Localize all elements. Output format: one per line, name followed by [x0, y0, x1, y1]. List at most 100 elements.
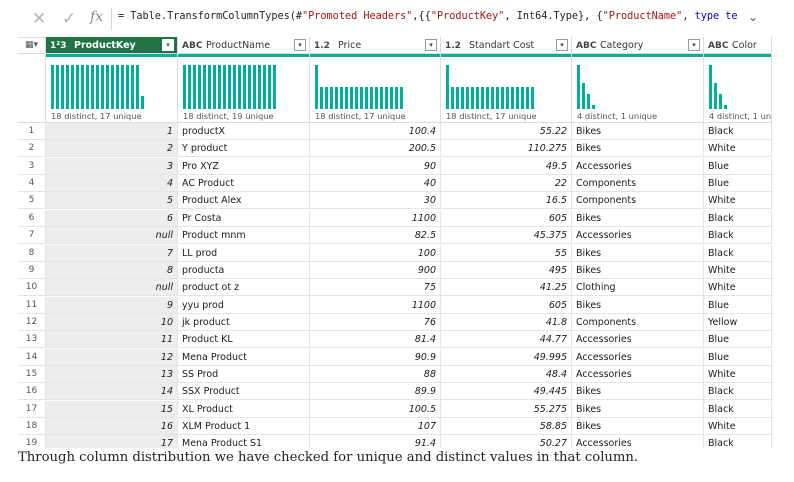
column-header-productname[interactable]: ABC ProductName ▾	[178, 37, 310, 54]
table-cell-key[interactable]: 4	[46, 175, 178, 193]
row-number[interactable]: 6	[18, 209, 46, 227]
table-cell-name[interactable]: LL prod	[178, 244, 310, 262]
row-number[interactable]: 5	[18, 192, 46, 210]
type-icon[interactable]: 1²3	[50, 41, 67, 51]
table-cell-name[interactable]: productX	[178, 123, 310, 140]
filter-dropdown-icon[interactable]: ▾	[294, 39, 306, 51]
table-cell-category[interactable]: Bikes	[572, 383, 704, 401]
table-cell-key[interactable]: 14	[46, 383, 178, 401]
table-cell-name[interactable]: Product mnm	[178, 227, 310, 245]
table-cell-name[interactable]: XL Product	[178, 400, 310, 418]
type-icon[interactable]: ABC	[576, 41, 597, 51]
table-cell-cost[interactable]: 58.85	[441, 418, 572, 436]
table-cell-price[interactable]: 90	[310, 157, 441, 175]
filter-dropdown-icon[interactable]: ▾	[556, 39, 568, 51]
table-cell-category[interactable]: Bikes	[572, 244, 704, 262]
table-cell-name[interactable]: Pro XYZ	[178, 157, 310, 175]
table-cell-price[interactable]: 100.5	[310, 400, 441, 418]
table-cell-category[interactable]: Accessories	[572, 331, 704, 349]
table-cell-name[interactable]: yyu prod	[178, 296, 310, 314]
type-icon[interactable]: ABC	[182, 41, 203, 51]
table-cell-cost[interactable]: 110.275	[441, 140, 572, 158]
table-cell-key[interactable]: 1	[46, 123, 178, 140]
table-cell-color[interactable]: White	[704, 366, 772, 384]
row-number[interactable]: 3	[18, 157, 46, 175]
row-number[interactable]: 10	[18, 279, 46, 297]
table-cell-price[interactable]: 1100	[310, 209, 441, 227]
table-cell-price[interactable]: 40	[310, 175, 441, 193]
table-cell-color[interactable]: Black	[704, 123, 772, 140]
filter-dropdown-icon[interactable]: ▾	[425, 39, 437, 51]
table-cell-price[interactable]: 107	[310, 418, 441, 436]
table-cell-key[interactable]: 15	[46, 400, 178, 418]
table-cell-price[interactable]: 75	[310, 279, 441, 297]
table-cell-name[interactable]: product ot z	[178, 279, 310, 297]
row-number[interactable]: 8	[18, 244, 46, 262]
table-cell-cost[interactable]: 55.22	[441, 123, 572, 140]
table-cell-category[interactable]: Accessories	[572, 435, 704, 448]
table-icon[interactable]: ▦▾	[18, 37, 46, 54]
table-cell-cost[interactable]: 16.5	[441, 192, 572, 210]
row-number[interactable]: 9	[18, 261, 46, 279]
table-cell-cost[interactable]: 45.375	[441, 227, 572, 245]
table-cell-cost[interactable]: 44.77	[441, 331, 572, 349]
table-cell-color[interactable]: Black	[704, 209, 772, 227]
table-cell-key[interactable]: 6	[46, 209, 178, 227]
table-cell-price[interactable]: 30	[310, 192, 441, 210]
table-cell-cost[interactable]: 55.275	[441, 400, 572, 418]
table-cell-key[interactable]: 17	[46, 435, 178, 448]
table-cell-category[interactable]: Bikes	[572, 296, 704, 314]
table-cell-color[interactable]: White	[704, 261, 772, 279]
type-icon[interactable]: 1.2	[314, 41, 330, 51]
table-cell-color[interactable]: Black	[704, 383, 772, 401]
table-cell-price[interactable]: 900	[310, 261, 441, 279]
table-cell-category[interactable]: Bikes	[572, 123, 704, 140]
table-cell-price[interactable]: 100.4	[310, 123, 441, 140]
table-cell-price[interactable]: 82.5	[310, 227, 441, 245]
row-number[interactable]: 4	[18, 175, 46, 193]
table-cell-category[interactable]: Bikes	[572, 140, 704, 158]
formula-input[interactable]: = Table.TransformColumnTypes(#"Promoted …	[118, 11, 738, 22]
table-cell-name[interactable]: Mena Product	[178, 348, 310, 366]
table-cell-price[interactable]: 76	[310, 313, 441, 331]
table-cell-color[interactable]: White	[704, 140, 772, 158]
table-cell-cost[interactable]: 55	[441, 244, 572, 262]
row-number[interactable]: 14	[18, 348, 46, 366]
table-cell-cost[interactable]: 49.5	[441, 157, 572, 175]
table-cell-cost[interactable]: 605	[441, 209, 572, 227]
table-cell-price[interactable]: 88	[310, 366, 441, 384]
row-number[interactable]: 19	[18, 435, 46, 448]
table-cell-color[interactable]: White	[704, 418, 772, 436]
table-cell-key[interactable]: 8	[46, 261, 178, 279]
table-cell-cost[interactable]: 49.445	[441, 383, 572, 401]
table-cell-key[interactable]: 11	[46, 331, 178, 349]
table-cell-color[interactable]: Black	[704, 244, 772, 262]
table-cell-key[interactable]: 13	[46, 366, 178, 384]
table-cell-key[interactable]: null	[46, 279, 178, 297]
filter-dropdown-icon[interactable]: ▾	[162, 39, 174, 51]
table-cell-category[interactable]: Components	[572, 313, 704, 331]
x-icon[interactable]: ✕	[32, 9, 47, 29]
row-number[interactable]: 7	[18, 227, 46, 245]
table-cell-price[interactable]: 90.9	[310, 348, 441, 366]
table-cell-key[interactable]: 3	[46, 157, 178, 175]
table-cell-category[interactable]: Clothing	[572, 279, 704, 297]
table-cell-color[interactable]: Blue	[704, 331, 772, 349]
table-cell-price[interactable]: 81.4	[310, 331, 441, 349]
table-cell-color[interactable]: Yellow	[704, 313, 772, 331]
table-cell-cost[interactable]: 48.4	[441, 366, 572, 384]
table-cell-color[interactable]: Black	[704, 435, 772, 448]
chevron-down-icon[interactable]: ⌄	[748, 10, 759, 24]
row-number[interactable]: 17	[18, 400, 46, 418]
column-header-price[interactable]: 1.2 Price ▾	[310, 37, 441, 54]
table-cell-category[interactable]: Components	[572, 175, 704, 193]
table-cell-name[interactable]: AC Product	[178, 175, 310, 193]
table-cell-category[interactable]: Accessories	[572, 348, 704, 366]
table-cell-cost[interactable]: 22	[441, 175, 572, 193]
row-number[interactable]: 12	[18, 313, 46, 331]
row-number[interactable]: 13	[18, 331, 46, 349]
row-number[interactable]: 11	[18, 296, 46, 314]
table-cell-price[interactable]: 100	[310, 244, 441, 262]
table-cell-category[interactable]: Accessories	[572, 227, 704, 245]
table-cell-category[interactable]: Components	[572, 192, 704, 210]
